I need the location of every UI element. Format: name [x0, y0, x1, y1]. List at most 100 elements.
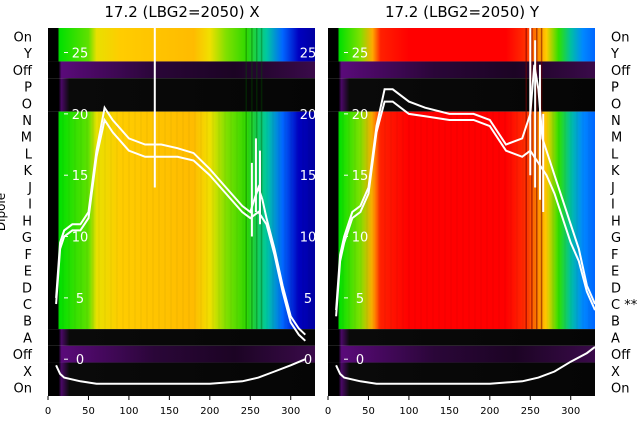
panel-left: 17.2 (LBG2=2050) X Dipole 25 25 20 20 15 15 10… [0, 3, 316, 417]
heat-band-main [328, 111, 595, 330]
panel-right: 17.2 (LBG2=2050) Y 2520151050OnYOffPONML… [325, 3, 638, 417]
row-label: L [611, 147, 619, 162]
dark-band-top [48, 78, 315, 112]
row-label: O [22, 97, 32, 112]
row-label: I [28, 198, 32, 213]
dark-band-bottom [328, 362, 595, 396]
row-label: P [24, 81, 32, 96]
row-label: G [22, 231, 32, 246]
row-label: K [23, 164, 32, 179]
off-band-bottom [48, 345, 315, 363]
profile-line-3 [55, 358, 306, 385]
row-label: J [27, 181, 32, 196]
row-label: On [611, 382, 629, 397]
row-label: C [23, 298, 32, 313]
row-label: H [611, 214, 621, 229]
overlay-tick-label: 0 [356, 353, 364, 368]
row-label: G [611, 231, 621, 246]
overlay-tick-label: 0 [76, 353, 84, 368]
overlay-tick-label: 25 [352, 47, 369, 62]
row-label: X [23, 365, 32, 380]
overlay-tick-label: 15 [352, 169, 369, 184]
chart-title-left: 17.2 (LBG2=2050) X [104, 3, 259, 21]
profile-line-2 [335, 100, 596, 317]
row-label: On [14, 382, 32, 397]
profile-line-3 [335, 346, 596, 385]
profile-line-1 [335, 64, 596, 311]
x-tick-label: 0 [45, 406, 51, 417]
row-label: Off [13, 348, 33, 363]
x-tick-label: 100 [119, 406, 138, 417]
off-band-bottom [328, 345, 595, 363]
row-label: B [23, 315, 32, 330]
row-label: Y [610, 47, 619, 62]
row-label: On [14, 30, 32, 45]
heat-band-top [48, 28, 315, 62]
row-label: On [611, 30, 629, 45]
row-label: X [611, 365, 620, 380]
row-label: L [25, 147, 33, 162]
row-label: D [22, 281, 32, 296]
overlay-tick-label: 20 [72, 108, 89, 123]
row-label: F [25, 248, 32, 263]
dark-band-a [328, 329, 595, 346]
row-label: D [611, 281, 621, 296]
row-label: A [611, 331, 620, 346]
dark-band-a [48, 329, 315, 346]
row-label: O [611, 97, 621, 112]
row-label: Off [13, 64, 33, 79]
overlay-tick-label: 25 [72, 47, 89, 62]
x-tick-label: 150 [440, 406, 459, 417]
row-label: Off [611, 64, 631, 79]
row-label: Off [611, 348, 631, 363]
x-tick-label: 200 [200, 406, 219, 417]
x-tick-label: 50 [82, 406, 95, 417]
x-tick-label: 50 [362, 406, 375, 417]
dark-band-bottom [48, 362, 315, 396]
chart-title-right: 17.2 (LBG2=2050) Y [385, 3, 540, 21]
overlay-tick-label: 5 [76, 292, 84, 307]
y-axis-label: Dipole [0, 193, 8, 231]
row-label: B [611, 315, 620, 330]
row-label: P [611, 81, 619, 96]
overlay-tick-label: 0 [304, 353, 312, 368]
heat-band-top [328, 28, 595, 62]
overlay-tick-label: 15 [300, 169, 317, 184]
overlay-tick-label: 10 [72, 231, 89, 246]
row-label: I [611, 198, 615, 213]
overlay-tick-label: 10 [300, 231, 317, 246]
row-label: H [22, 214, 32, 229]
row-label: C ** [611, 298, 638, 313]
row-label: J [610, 181, 615, 196]
row-label: E [611, 265, 619, 280]
overlay-tick-label: 5 [304, 292, 312, 307]
row-label: K [611, 164, 620, 179]
overlay-tick-label: 25 [300, 47, 317, 62]
dark-band-top [328, 78, 595, 112]
overlay-tick-label: 5 [356, 292, 364, 307]
overlay-tick-label: 20 [352, 108, 369, 123]
row-label: N [22, 114, 32, 129]
x-tick-label: 100 [399, 406, 418, 417]
x-tick-label: 300 [281, 406, 300, 417]
x-tick-label: 250 [241, 406, 260, 417]
row-label: A [23, 331, 32, 346]
profile-line-2 [55, 117, 306, 342]
x-tick-label: 300 [561, 406, 580, 417]
profile-line-1 [55, 105, 306, 336]
overlay-tick-label: 15 [72, 169, 89, 184]
x-tick-label: 150 [160, 406, 179, 417]
row-label: F [611, 248, 618, 263]
off-band-top [48, 61, 315, 79]
row-label: E [24, 265, 32, 280]
overlay-tick-label: 10 [352, 231, 369, 246]
x-tick-label: 0 [325, 406, 331, 417]
row-label: M [611, 131, 622, 146]
off-band-top [328, 61, 595, 79]
x-tick-label: 250 [521, 406, 540, 417]
row-label: M [21, 131, 32, 146]
x-tick-label: 200 [480, 406, 499, 417]
